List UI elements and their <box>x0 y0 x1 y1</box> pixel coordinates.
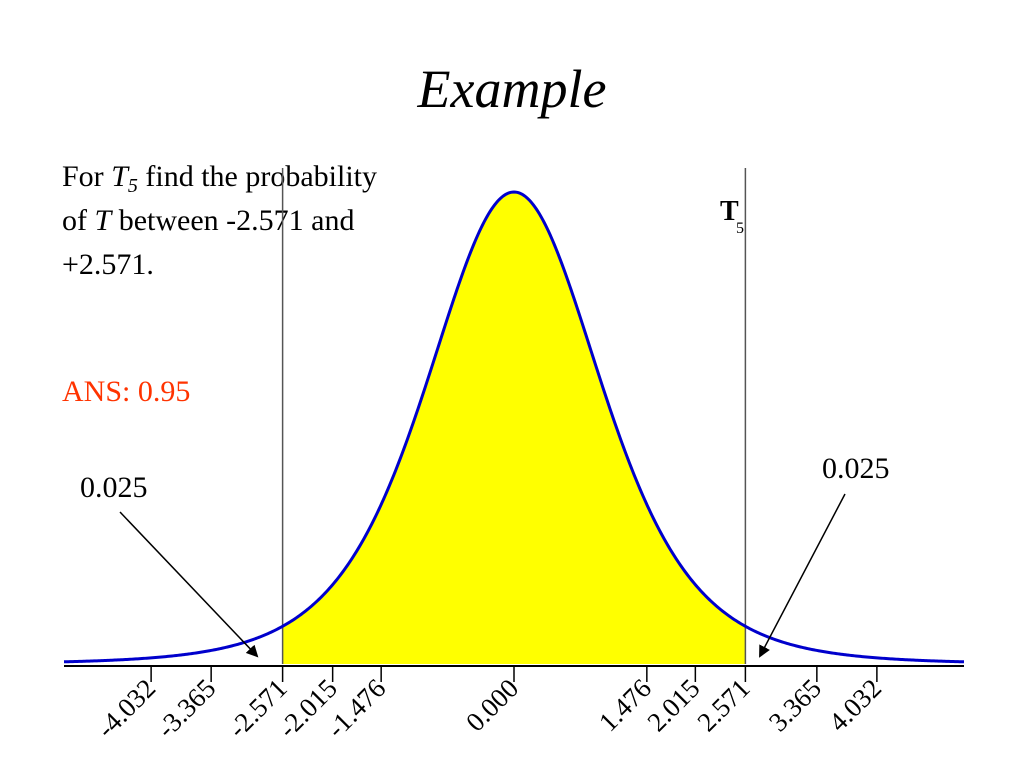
question-variable: T <box>111 160 128 193</box>
x-tick-label: 2.015 <box>641 673 705 737</box>
question-subscript: 5 <box>127 175 138 197</box>
x-tick-label: -3.365 <box>151 673 222 744</box>
right-tail-label: 0.025 <box>822 452 890 485</box>
x-tick-label: -4.032 <box>91 673 162 744</box>
density-curve <box>63 190 965 664</box>
question-suffix: between -2.571 and +2.571. <box>62 204 355 281</box>
x-tick-label: 2.571 <box>691 673 755 737</box>
distribution-label-subscript: 5 <box>736 220 744 237</box>
x-tick-label: 4.032 <box>823 673 887 737</box>
slide-title: Example <box>417 59 607 119</box>
x-tick-label: 0.000 <box>460 673 524 737</box>
shaded-area <box>282 192 746 664</box>
x-tick-label: 3.365 <box>763 673 827 737</box>
question-prefix: For <box>62 160 112 193</box>
left-tail-label: 0.025 <box>80 471 148 504</box>
left-tail-arrow <box>119 511 259 658</box>
distribution-label: T <box>720 196 739 227</box>
answer-text: ANS: 0.95 <box>62 375 191 408</box>
right-tail-arrow <box>759 493 846 658</box>
question-middle: find the probability of <box>62 160 377 237</box>
question-text: For T5 find the probability of T between… <box>62 155 392 287</box>
question-variable-2: T <box>94 204 112 237</box>
x-tick-label: 1.476 <box>593 673 657 737</box>
